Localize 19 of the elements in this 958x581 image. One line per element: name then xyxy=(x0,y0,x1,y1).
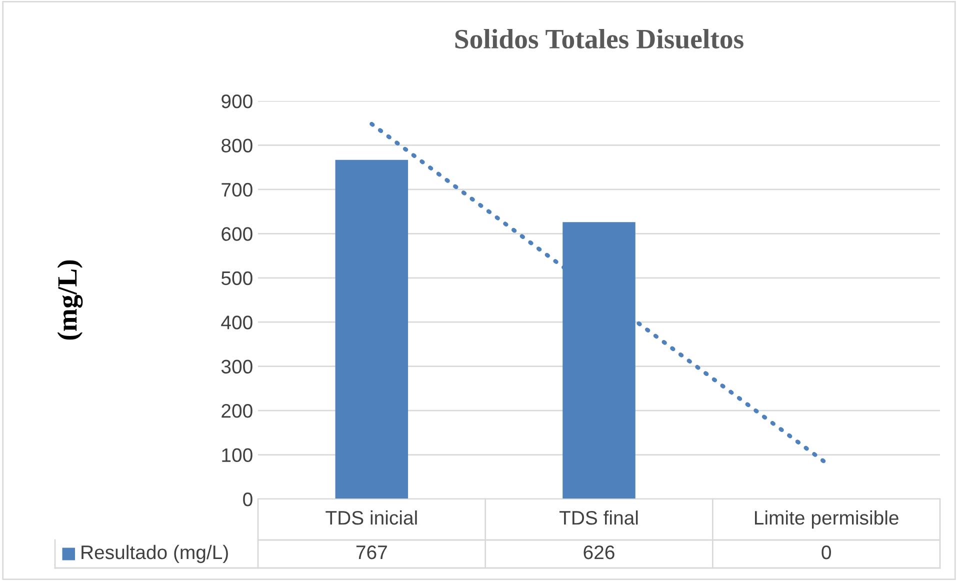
x-tick-label: TDS final xyxy=(559,510,638,525)
x-tick-label: TDS inicial xyxy=(326,510,417,525)
legend-label: Resultado (mg/L) xyxy=(82,544,228,564)
data-label: 0 xyxy=(822,545,831,560)
y-tick-label: 300 xyxy=(221,360,252,374)
x-tick-label: Limite permisible xyxy=(754,510,898,529)
data-label: 767 xyxy=(356,545,387,560)
y-tick-label: 500 xyxy=(221,271,252,286)
y-tick-label: 900 xyxy=(222,94,252,108)
y-tick-label: 100 xyxy=(222,448,252,462)
y-axis-title: (mg/L) xyxy=(57,260,83,340)
y-tick-label: 0 xyxy=(243,492,252,506)
y-tick-label: 600 xyxy=(222,227,252,241)
y-tick-label: 800 xyxy=(222,138,252,152)
y-tick-label: 400 xyxy=(221,316,252,330)
y-tick-label: 700 xyxy=(222,182,252,197)
chart-title: Solidos Totales Disueltos xyxy=(455,28,744,49)
y-tick-label: 200 xyxy=(222,404,252,418)
data-label: 626 xyxy=(584,545,614,560)
